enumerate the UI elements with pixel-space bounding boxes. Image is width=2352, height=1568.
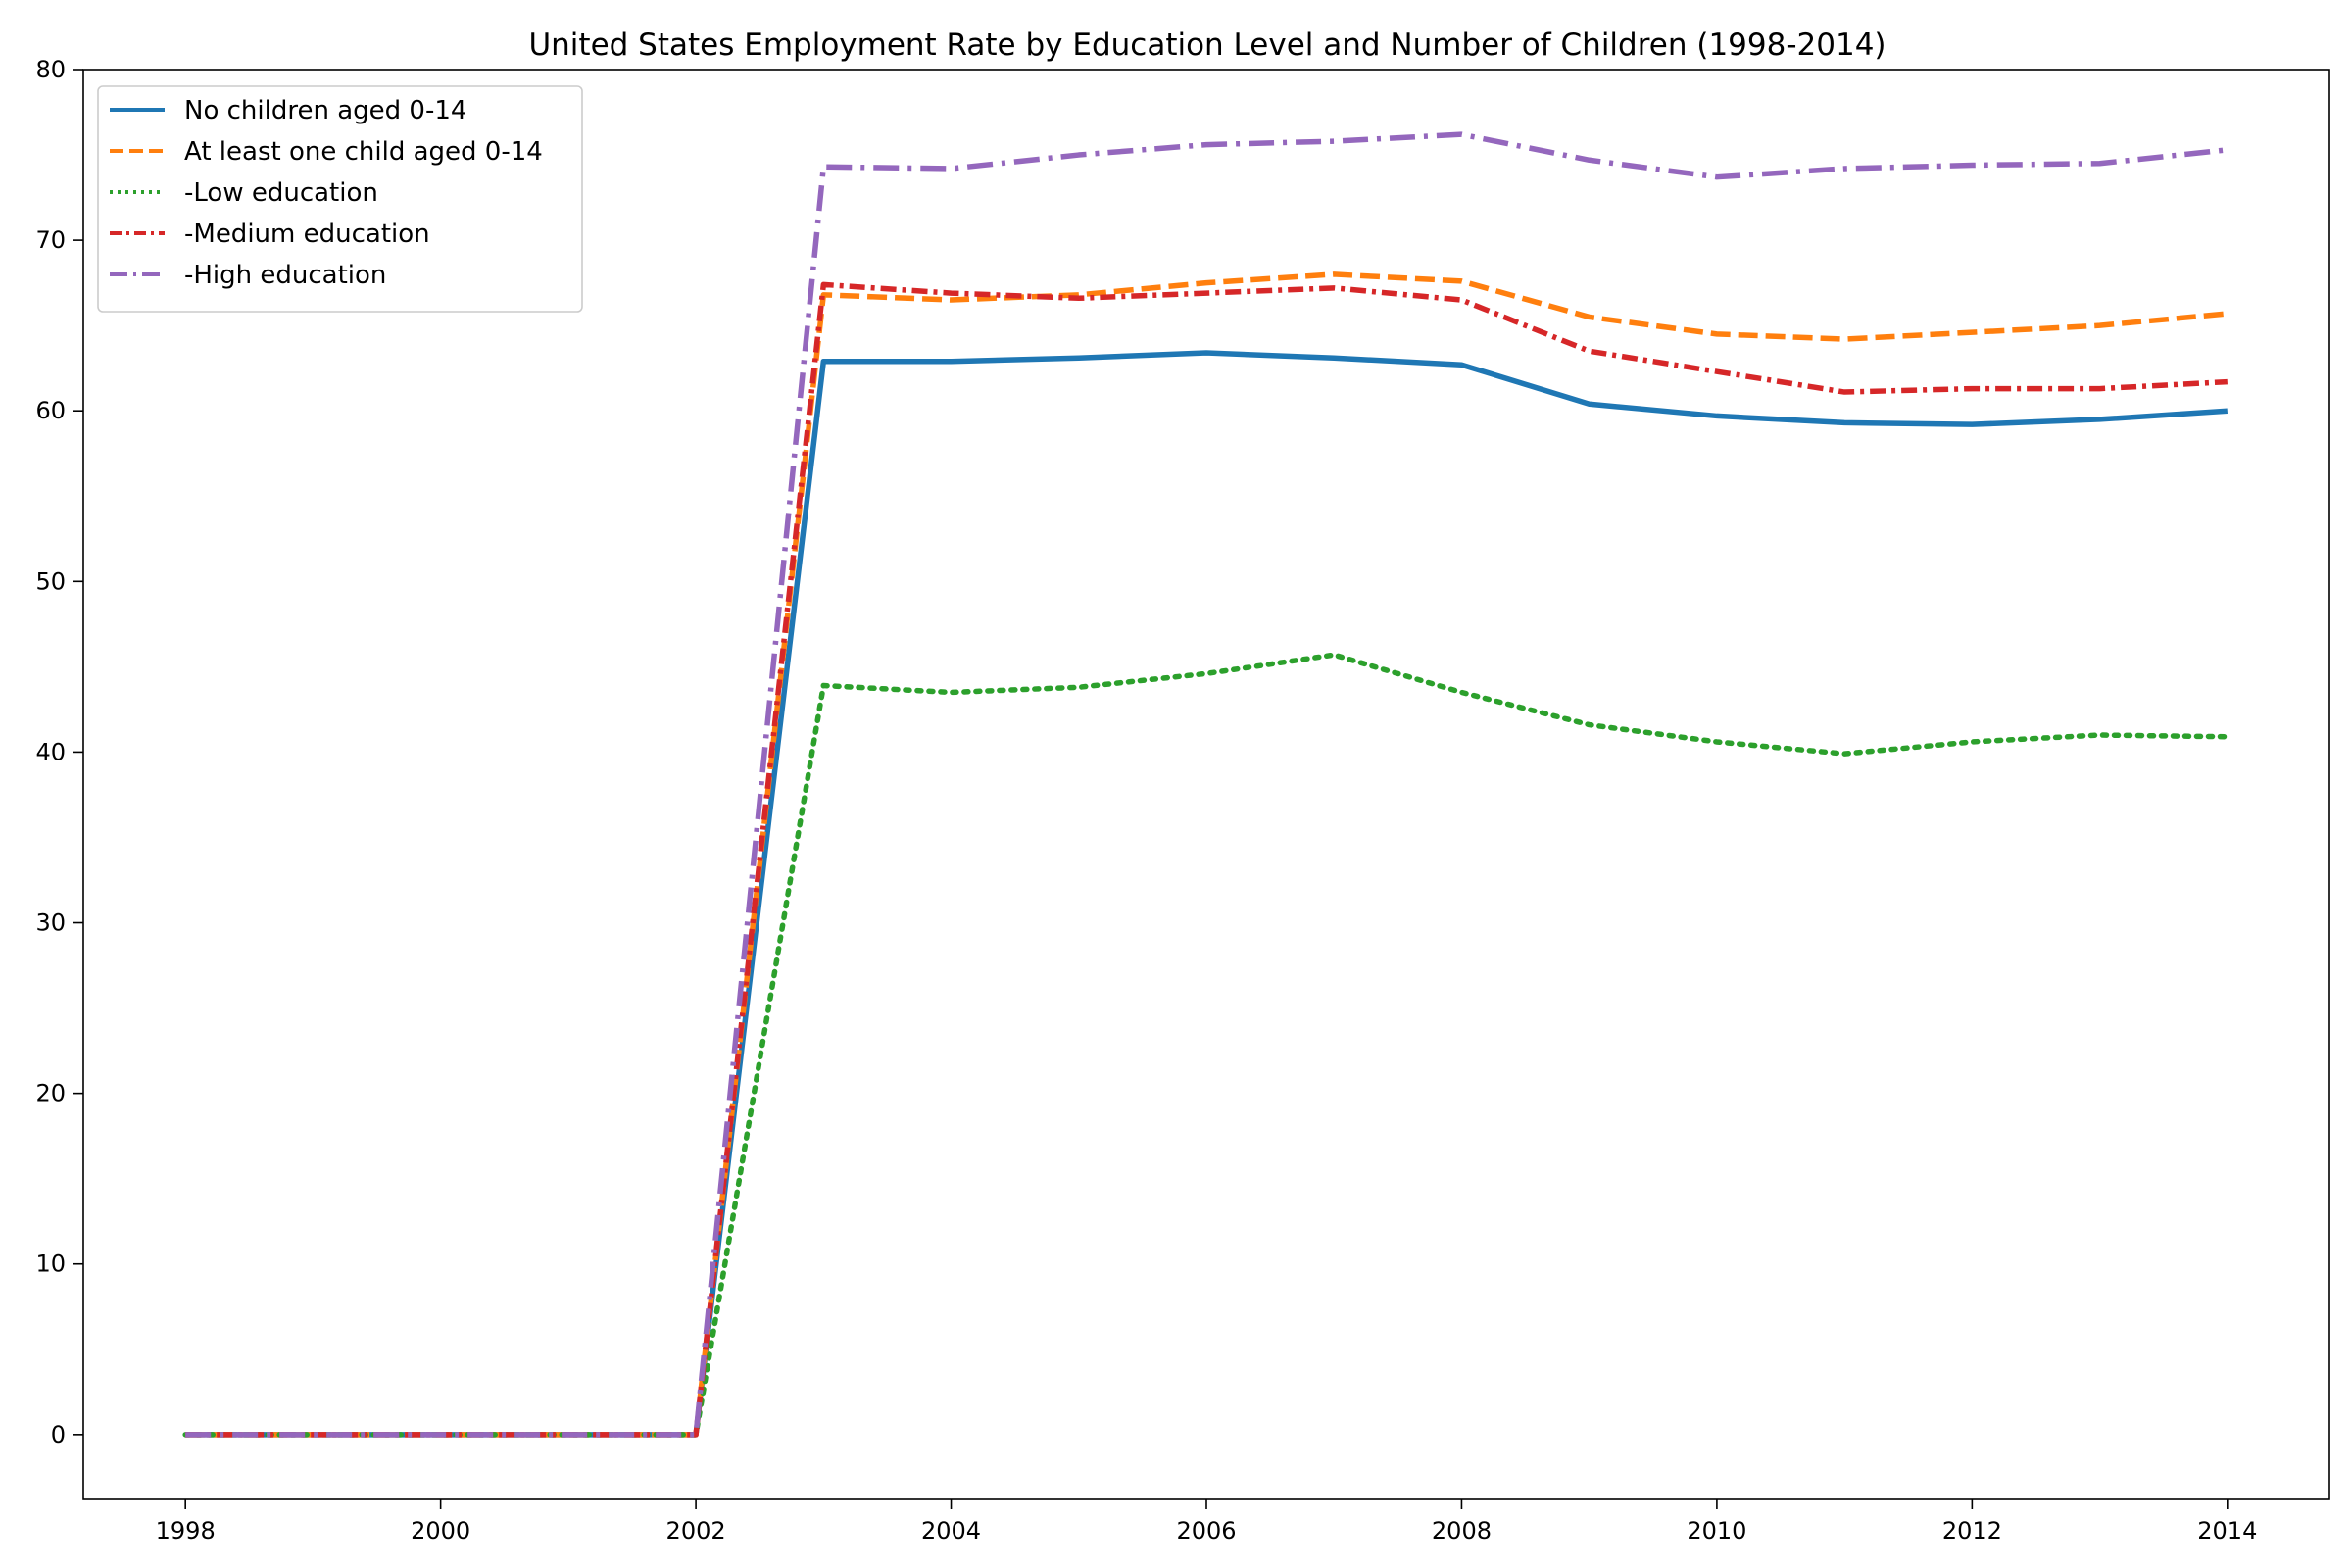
x-tick-label: 2008 bbox=[1432, 1517, 1492, 1544]
y-tick-label: 40 bbox=[35, 738, 66, 765]
legend-label-1: No children aged 0-14 bbox=[184, 96, 466, 125]
x-tick-label: 2004 bbox=[921, 1517, 981, 1544]
legend-label-2: At least one child aged 0-14 bbox=[184, 137, 543, 167]
x-tick-label: 1998 bbox=[156, 1517, 216, 1544]
x-tick-label: 2006 bbox=[1176, 1517, 1236, 1544]
y-tick-label: 20 bbox=[35, 1080, 66, 1107]
legend-label-5: -High education bbox=[184, 261, 386, 290]
x-tick-label: 2000 bbox=[411, 1517, 470, 1544]
y-tick-label: 0 bbox=[51, 1421, 66, 1448]
x-tick-label: 2014 bbox=[2197, 1517, 2257, 1544]
chart-title: United States Employment Rate by Educati… bbox=[528, 27, 1886, 63]
axes: 1998 2000 2002 2004 2006 2008 2010 2012 2014 0 10 2… bbox=[35, 56, 2330, 1544]
y-tick-label: 10 bbox=[35, 1250, 66, 1278]
x-tick-label: 2002 bbox=[666, 1517, 726, 1544]
series-lines bbox=[182, 131, 2230, 1438]
legend-label-4: -Medium education bbox=[184, 220, 430, 249]
legend-box bbox=[97, 85, 583, 313]
x-tick-label: 2012 bbox=[1942, 1517, 2002, 1544]
x-tick-label: 2010 bbox=[1687, 1517, 1746, 1544]
series-line-4 bbox=[185, 281, 2228, 1438]
y-tick-label: 70 bbox=[35, 226, 66, 254]
y-tick-label: 80 bbox=[35, 56, 66, 83]
legend-label-3: -Low education bbox=[184, 178, 378, 208]
y-tick-label: 30 bbox=[35, 909, 66, 937]
y-tick-label: 50 bbox=[35, 567, 66, 595]
y-tick-label: 60 bbox=[35, 397, 66, 424]
series-line-5 bbox=[185, 131, 2229, 1438]
legend: No children aged 0-14 At least one child … bbox=[97, 85, 583, 313]
